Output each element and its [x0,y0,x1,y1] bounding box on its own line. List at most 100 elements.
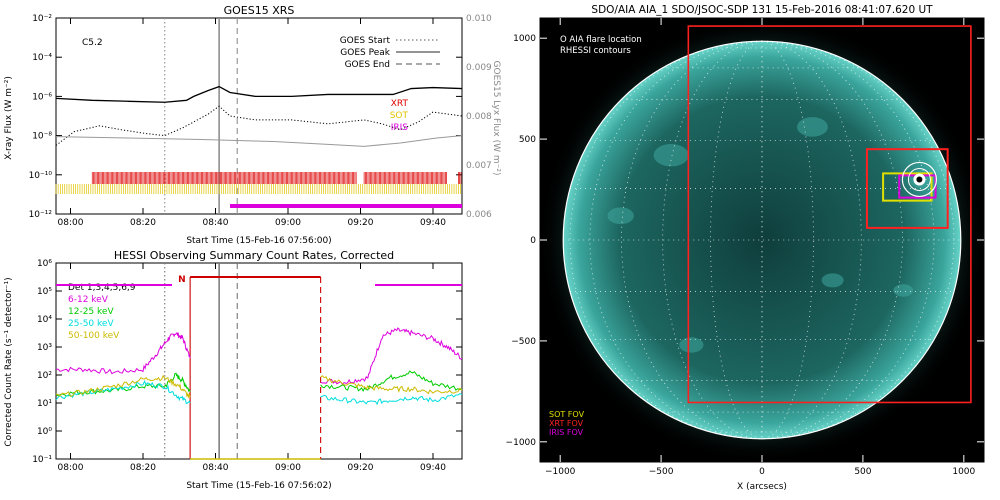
hessi-y-axis: 10⁶ 10⁵ 10⁴ 10³ 10² 10¹ 10⁰ 10⁻¹ [32,259,462,465]
hessi-legend: 6-12 keV 12-25 keV 25-50 keV 50-100 keV [68,295,120,341]
goes-coverage-bars [55,172,462,208]
fov-box-xrt [687,25,972,404]
hessi-xlabel: Start Time (15-Feb-16 07:56:02) [186,481,331,491]
fov-boxes [687,25,972,404]
flare-location-circle [901,161,938,198]
hessi-x-tick-label: 09:00 [275,463,301,473]
hessi-panel: HESSI Observing Summary Count Rates, Cor… [4,249,463,491]
hessi-series-line [55,374,191,399]
hessi-x-axis: 08:00 08:20 08:40 09:00 09:20 09:40 [58,263,446,473]
hessi-y-tick-label: 10⁶ [37,259,52,269]
hessi-y-tick-label: 10² [37,371,52,381]
goes-x-tick-label: 08:00 [58,218,84,228]
hessi-series [55,327,463,460]
goes-right-tick-label: 0.006 [466,210,492,220]
hessi-title: HESSI Observing Summary Count Rates, Cor… [114,249,394,262]
longitude-line [662,40,763,440]
aia-y-tick-label: 0 [530,236,536,246]
aia-y-tick-label: 1000 [513,34,536,44]
goes-legend-label: GOES End [345,60,390,70]
goes-x-tick-label: 08:40 [203,218,229,228]
goes-x-tick-label: 09:00 [275,218,301,228]
goes-y-tick-label: 10⁻² [32,14,52,24]
solar-disk [540,18,984,462]
longitude-line [761,40,955,440]
hessi-series-line [320,393,463,406]
aia-legend-top-label: RHESSI contours [560,46,631,56]
goes-right-axis: 0.010 0.009 0.008 0.007 0.006 [466,14,492,220]
longitude-line [761,40,862,440]
aia-legend-top-label: O AIA flare location [560,35,642,45]
hessi-series-line [55,332,191,375]
flare-core [916,176,923,183]
aia-y-tick-label: −500 [511,337,536,347]
rhessi-contour [907,167,931,191]
goes-right-tick-label: 0.007 [466,161,492,171]
goes-instrument-label: SOT [390,111,409,121]
hessi-legend-label: 6-12 keV [68,295,109,305]
hessi-ylabel: Corrected Count Rate (s⁻¹ detector⁻¹) [4,277,14,446]
goes-y-tick-label: 10⁻¹⁰ [29,171,53,181]
hessi-x-tick-label: 08:40 [203,463,229,473]
goes-xlabel: Start Time (15-Feb-16 07:56:00) [186,236,331,246]
aia-legend-bottom-label: SOT FOV [549,410,585,419]
goes-series-long [55,85,463,103]
goes-coverage-iris [230,204,462,208]
active-region [679,337,704,353]
fov-box-xrt-zoom [865,148,949,229]
longitude-line [569,40,763,440]
active-region [821,273,844,288]
goes-y-tick-label: 10⁻⁸ [32,132,52,142]
hessi-x-tick-label: 09:20 [348,463,374,473]
active-region [893,284,914,297]
goes-legend-label: GOES Start [340,36,391,46]
goes-x-tick-label: 09:40 [420,218,446,228]
aia-x-axis: −1000 −500 0 500 1000 [545,18,976,477]
hessi-det-label: Det 1,3,4,5,6,9 [68,283,136,293]
hessi-series-line [320,327,463,385]
aia-legend-bottom-label: IRIS FOV [549,428,584,437]
solar-disk-fill [563,41,961,439]
aia-y-tick-label: −1000 [506,438,537,448]
goes-title: GOES15 XRS [224,4,295,17]
goes-y-axis: 10⁻² 10⁻⁴ 10⁻⁶ 10⁻⁸ 10⁻¹⁰ 10⁻¹² [29,14,462,220]
hessi-y-tick-label: 10⁵ [37,287,52,297]
hessi-night-bar: N [56,275,462,286]
hessi-x-tick-label: 09:40 [420,463,446,473]
hessi-legend-label: 50-100 keV [68,331,120,341]
goes-series [55,85,463,147]
hessi-series-line [320,370,463,392]
flare-marker [901,161,938,198]
active-region [607,207,634,225]
goes-y-tick-label: 10⁻⁶ [32,92,52,102]
hessi-y-tick-label: 10¹ [37,399,52,409]
goes-legend: GOES Start GOES Peak GOES End [340,36,440,70]
aia-xlabel: X (arcsecs) [737,482,787,492]
aia-x-tick-label: −500 [649,467,674,477]
active-region [653,144,689,167]
active-region [797,117,828,137]
aia-x-tick-label: 0 [759,467,765,477]
goes-series-lyx [55,135,463,147]
hessi-legend-label: 25-50 keV [68,319,114,329]
longitude-line [761,40,903,440]
aia-y-tick-label: 500 [519,135,536,145]
heliographic-grid [563,40,961,440]
hessi-x-tick-label: 08:20 [130,463,156,473]
hessi-legend-label: 12-25 keV [68,307,114,317]
goes-right-tick-label: 0.008 [466,112,492,122]
goes-right-tick-label: 0.010 [466,14,492,24]
goes-x-tick-label: 08:20 [130,218,156,228]
aia-legend-bottom-label: XRT FOV [549,419,584,428]
hessi-y-tick-label: 10⁰ [37,427,52,437]
goes-right-tick-label: 0.009 [466,63,492,73]
goes-y-tick-label: 10⁻⁴ [32,53,52,63]
goes-x-axis: 08:00 08:20 08:40 09:00 09:20 09:40 [58,18,446,228]
goes-y-tick-label: 10⁻¹² [29,210,53,220]
hessi-y-tick-label: 10⁻¹ [32,455,52,465]
aia-x-tick-label: 1000 [952,467,975,477]
fov-box-sot [882,172,933,202]
